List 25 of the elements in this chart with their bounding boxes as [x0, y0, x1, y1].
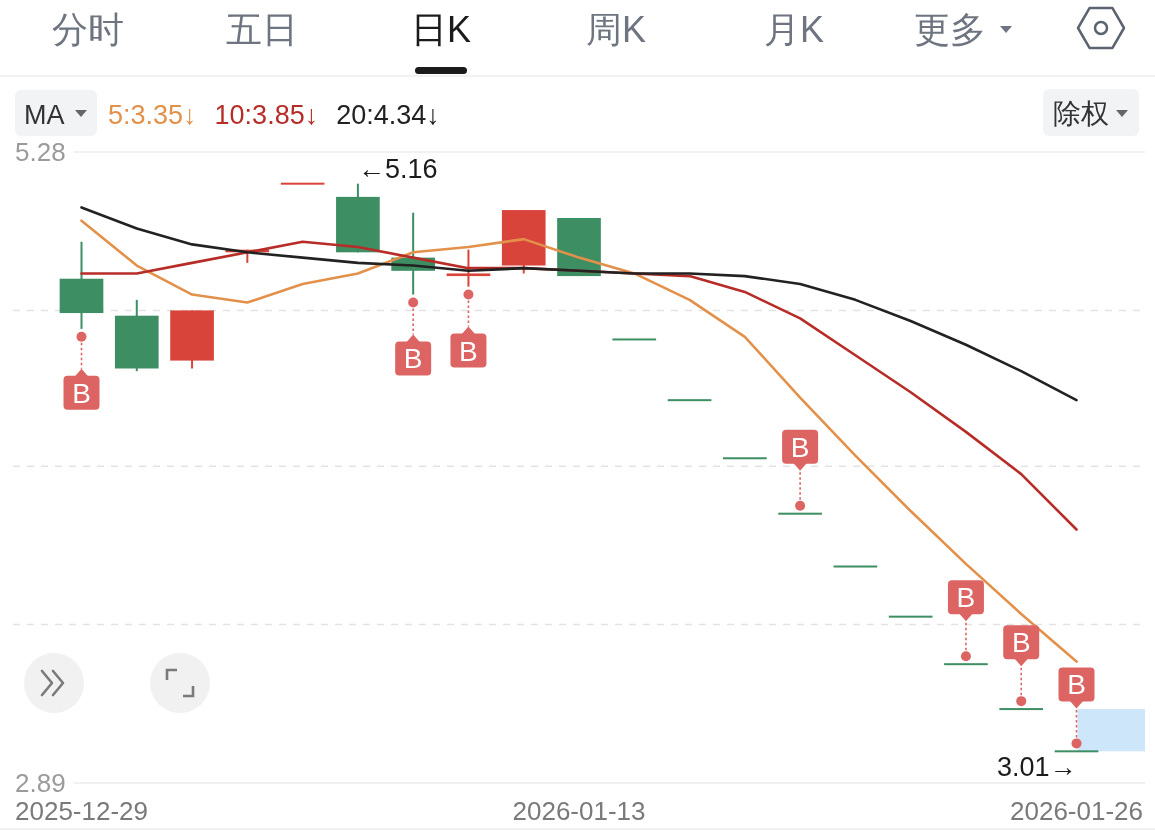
text: 更多	[914, 9, 986, 50]
y-tick-label: 5.28	[15, 137, 66, 167]
text: 五日	[226, 9, 298, 50]
x-tick-label: 2026-01-26	[1010, 796, 1143, 826]
text: 10:3.85↓	[214, 100, 319, 130]
text: 周K	[585, 9, 647, 50]
text: 除权	[1053, 98, 1109, 129]
data-label: B	[1067, 669, 1086, 701]
data-label: B	[790, 431, 810, 463]
data-label: B	[1011, 627, 1031, 659]
x-tick-label: 2025-12-29	[15, 796, 148, 826]
y-tick-label: 2.89	[15, 768, 66, 798]
annotation: 3.01→	[996, 752, 1077, 783]
text: 20:4.34↓	[336, 100, 440, 130]
text: 5:3.35↓	[108, 100, 197, 130]
legend-title: MA	[24, 100, 65, 130]
text: 分时	[52, 9, 124, 50]
data-label: B	[403, 343, 423, 375]
text: 月K	[763, 9, 825, 50]
data-label: B	[72, 377, 91, 409]
annotation: ←5.16	[357, 153, 438, 184]
x-tick-label: 2026-01-13	[512, 796, 646, 826]
data-label: B	[459, 335, 478, 367]
text: 日K	[410, 9, 472, 50]
data-label: B	[956, 582, 976, 614]
